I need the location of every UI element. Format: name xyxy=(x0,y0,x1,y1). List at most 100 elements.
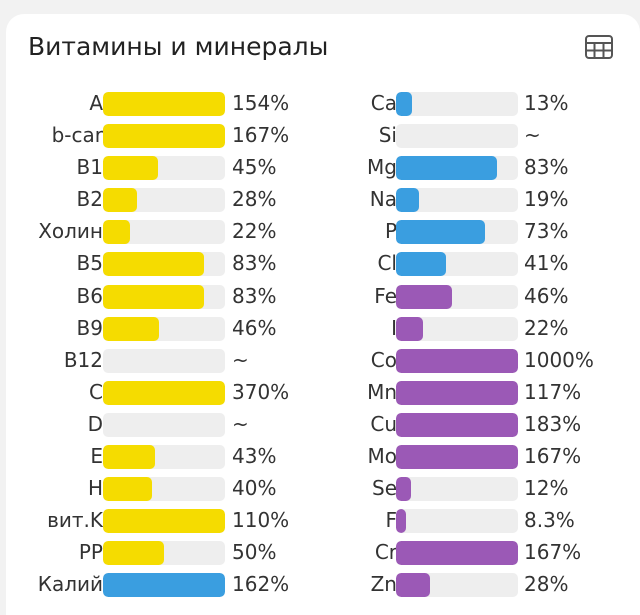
nutrient-bar-fill xyxy=(396,348,518,373)
nutrient-label: Na xyxy=(369,187,397,212)
nutrient-row: Se 12% xyxy=(326,475,640,507)
nutrient-label: B2 xyxy=(76,187,103,212)
nutrient-bar-fill xyxy=(396,573,431,598)
nutrient-bar-track xyxy=(396,252,518,277)
nutrient-percent: 83% xyxy=(524,155,569,180)
nutrient-row: вит.K 110% xyxy=(6,507,306,539)
nutrient-percent: 12% xyxy=(524,476,569,501)
nutrient-label: I xyxy=(391,315,397,340)
card-title: Витамины и минералы xyxy=(28,32,329,61)
minerals-column: Ca 13% Si ~ Mg 83% Na 19% P 73% Cl 41% Fe 46% I 22% Co 10… xyxy=(326,90,640,604)
nutrient-percent: 110% xyxy=(232,508,290,533)
nutrient-bar-fill xyxy=(396,316,423,341)
nutrient-row: A 154% xyxy=(6,90,306,122)
nutrient-bar-track xyxy=(396,92,518,116)
nutrient-label: Cr xyxy=(374,540,397,565)
nutrient-bar-fill xyxy=(103,541,164,566)
nutrient-label: D xyxy=(87,411,103,436)
nutrient-row: Cl 41% xyxy=(326,250,640,282)
nutrient-row: I 22% xyxy=(326,315,640,347)
nutrient-label: C xyxy=(89,379,103,404)
nutrient-percent: 167% xyxy=(232,123,290,148)
nutrient-bar-fill xyxy=(103,573,225,598)
nutrient-label: Mg xyxy=(367,155,397,180)
nutrient-row: Na 19% xyxy=(326,186,640,218)
nutrient-bar-track xyxy=(103,380,225,405)
nutrient-bar-track xyxy=(396,541,518,566)
nutrient-percent: 28% xyxy=(232,187,277,212)
nutrient-bar-track xyxy=(103,156,225,181)
nutrient-percent: 183% xyxy=(524,411,582,436)
nutrient-percent: 154% xyxy=(232,91,290,115)
nutrient-percent: 1000% xyxy=(524,347,594,372)
nutrient-percent: 13% xyxy=(524,91,569,115)
nutrient-label: F xyxy=(385,508,397,533)
nutrient-bar-track xyxy=(103,445,225,470)
nutrient-bar-track xyxy=(103,188,225,213)
nutrient-row: Fe 46% xyxy=(326,283,640,315)
nutrient-row: B5 83% xyxy=(6,250,306,282)
nutrient-bar-track xyxy=(396,348,518,373)
nutrient-percent: ~ xyxy=(524,123,541,148)
nutrient-percent: 50% xyxy=(232,540,277,565)
nutrient-bar-fill xyxy=(396,252,447,277)
nutrient-label: E xyxy=(90,444,103,469)
nutrient-row: Калий 162% xyxy=(6,571,306,603)
nutrient-label: Калий xyxy=(37,572,103,597)
nutrient-percent: 117% xyxy=(524,379,582,404)
table-view-button[interactable] xyxy=(584,32,614,62)
nutrient-percent: 73% xyxy=(524,219,569,244)
nutrient-row: Co 1000% xyxy=(326,347,640,379)
nutrient-label: A xyxy=(89,91,103,115)
nutrient-bar-track xyxy=(396,412,518,437)
nutrient-percent: 19% xyxy=(524,187,569,212)
nutrients-card: Витамины и минералы A 154% b-car 167% B1 45% B… xyxy=(6,14,640,615)
nutrient-percent: 162% xyxy=(232,572,290,597)
nutrient-bar-fill xyxy=(396,509,407,534)
nutrient-label: B5 xyxy=(76,251,103,276)
nutrient-row: Mn 117% xyxy=(326,379,640,411)
nutrient-bar-fill xyxy=(396,541,518,566)
nutrient-bar-fill xyxy=(103,477,152,502)
nutrient-row: Cr 167% xyxy=(326,539,640,571)
nutrient-row: b-car 167% xyxy=(6,122,306,154)
nutrient-bar-fill xyxy=(103,284,205,309)
nutrient-bar-fill xyxy=(103,156,158,181)
nutrient-bar-fill xyxy=(103,92,225,116)
nutrient-label: Co xyxy=(370,347,397,372)
nutrient-bar-fill xyxy=(103,252,205,277)
nutrient-bar-track xyxy=(103,573,225,598)
nutrient-bar-fill xyxy=(103,445,156,470)
nutrient-bar-track xyxy=(396,124,518,149)
nutrient-bar-track xyxy=(103,220,225,245)
nutrient-bar-track xyxy=(396,316,518,341)
nutrient-bar-track xyxy=(396,188,518,213)
nutrient-label: Ca xyxy=(370,91,397,115)
nutrient-row: Ca 13% xyxy=(326,90,640,122)
nutrient-bar-track xyxy=(396,509,518,534)
nutrient-bar-fill xyxy=(396,188,420,213)
nutrient-label: Холин xyxy=(38,219,103,244)
nutrient-row: P 73% xyxy=(326,218,640,250)
nutrient-bar-track xyxy=(396,573,518,598)
nutrient-bar-track xyxy=(103,124,225,149)
nutrient-bar-track xyxy=(103,541,225,566)
nutrient-row: Si ~ xyxy=(326,122,640,154)
nutrient-bar-track xyxy=(396,477,518,502)
nutrient-label: Si xyxy=(378,123,397,148)
nutrient-label: Mo xyxy=(367,444,398,469)
nutrient-row: PP 50% xyxy=(6,539,306,571)
nutrient-label: вит.K xyxy=(47,508,103,533)
nutrient-percent: 28% xyxy=(524,572,569,597)
nutrient-bar-fill xyxy=(103,380,225,405)
nutrient-bar-track xyxy=(103,412,225,437)
nutrient-bar-fill xyxy=(396,220,486,245)
nutrient-row: B12 ~ xyxy=(6,347,306,379)
nutrient-bar-track xyxy=(103,316,225,341)
nutrient-label: B9 xyxy=(76,315,103,340)
nutrient-percent: 40% xyxy=(232,476,277,501)
nutrient-label: Mn xyxy=(367,379,397,404)
nutrient-bar-track xyxy=(396,380,518,405)
nutrient-label: P xyxy=(384,219,397,244)
nutrient-bar-fill xyxy=(396,445,518,470)
